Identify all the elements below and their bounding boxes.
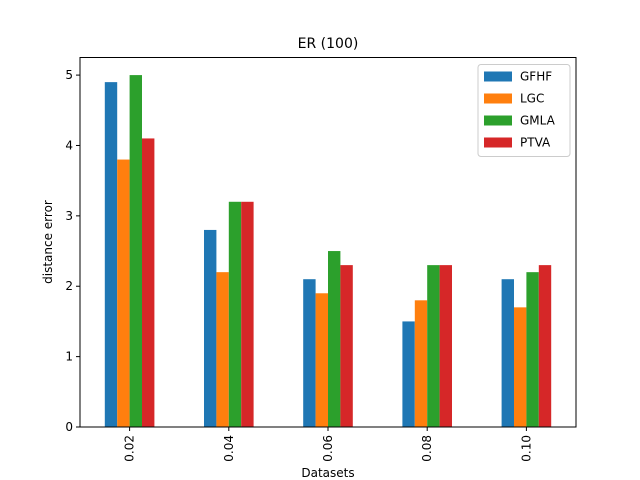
bar [538, 265, 552, 427]
bar [129, 75, 142, 427]
bar [526, 272, 539, 427]
bar [328, 251, 341, 427]
y-tick-label: 1 [65, 350, 73, 364]
x-tick-label: 0.08 [420, 435, 434, 462]
bar [104, 82, 118, 427]
legend-label: GFHF [520, 70, 552, 84]
axes-frame [79, 57, 577, 428]
y-tick-label: 0 [65, 420, 73, 434]
y-tick-label: 2 [65, 279, 73, 293]
bar [204, 229, 217, 427]
legend-swatch [484, 71, 512, 82]
bar [501, 279, 514, 427]
legend-swatch [484, 115, 512, 126]
bar [439, 265, 452, 427]
x-tick-label: 0.02 [123, 435, 137, 462]
legend-swatch [484, 93, 512, 104]
y-tick-label: 3 [65, 209, 73, 223]
bar [414, 300, 428, 427]
x-tick-label: 0.06 [321, 435, 335, 462]
bar [303, 279, 316, 427]
y-tick-label: 5 [65, 68, 73, 82]
y-axis-label: distance error [41, 200, 55, 284]
bar [216, 272, 229, 427]
legend-label: GMLA [520, 114, 556, 128]
legend-swatch [484, 137, 512, 148]
bar [315, 293, 328, 427]
bar [514, 307, 527, 427]
bar [427, 265, 440, 427]
x-axis-label: Datasets [301, 466, 354, 480]
x-tick-label: 0.10 [519, 435, 533, 462]
x-tick-label: 0.04 [222, 435, 236, 462]
bar [228, 201, 242, 427]
bar [241, 201, 254, 427]
bar [117, 159, 130, 428]
legend-label: LGC [520, 92, 544, 106]
chart-title: ER (100) [298, 36, 359, 52]
bar [340, 265, 353, 427]
legend-label: PTVA [520, 136, 551, 150]
y-tick-label: 4 [65, 138, 73, 152]
legend-box [477, 64, 571, 157]
bar [402, 321, 415, 427]
bar [142, 138, 155, 427]
